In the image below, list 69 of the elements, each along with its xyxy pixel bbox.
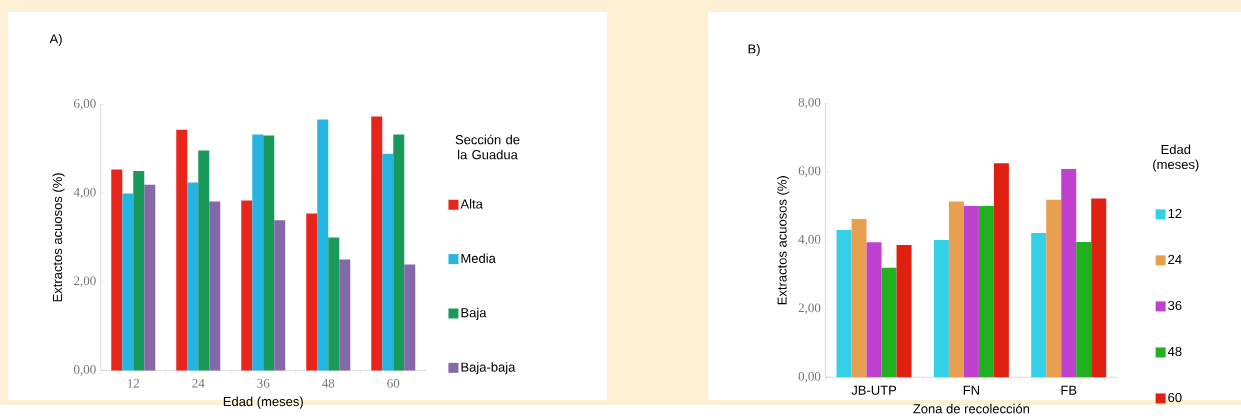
bar: [274, 220, 286, 371]
legend-label: 48: [1167, 347, 1182, 357]
y-axis-title: Extractos acuosos (%): [52, 173, 65, 302]
bar: [896, 245, 912, 378]
y-axis-title: Extractos acuosos (%): [777, 176, 790, 305]
bar: [241, 200, 253, 371]
bar: [948, 201, 964, 378]
legend-label: Media: [461, 253, 496, 264]
bar: [263, 135, 275, 371]
bar: [111, 169, 123, 371]
bar: [252, 134, 264, 371]
legend-label: Baja: [461, 307, 487, 321]
bar: [1076, 242, 1092, 378]
x-tick-label: 12: [127, 379, 140, 388]
bar: [404, 264, 416, 371]
bar: [122, 193, 134, 371]
y-tick-label: 6,00: [798, 166, 821, 178]
x-tick-label: FN: [963, 385, 979, 395]
y-tick-label: 0,00: [798, 372, 821, 383]
legend-label: 12: [1168, 208, 1182, 219]
bar: [1061, 169, 1077, 378]
x-tick-label: JB-UTP: [851, 385, 897, 395]
legend-label: Baja-baja: [461, 362, 516, 375]
x-tick-label: 48: [322, 379, 335, 388]
bar: [133, 171, 145, 371]
bar: [1046, 199, 1062, 378]
bar: [382, 153, 394, 371]
y-tick-label: 4,00: [73, 187, 96, 199]
y-tick-label: 8,00: [798, 98, 821, 109]
bar: [306, 213, 318, 371]
bar: [851, 219, 867, 378]
bar: [1091, 198, 1107, 378]
bar: [933, 240, 949, 378]
bar: [1031, 233, 1047, 378]
y-tick-label: 4,00: [798, 235, 821, 246]
bar: [371, 116, 383, 371]
bar: [209, 201, 221, 371]
bar: [198, 150, 210, 371]
legend-label: 24: [1168, 254, 1182, 265]
bar: [176, 129, 188, 371]
bar: [393, 134, 405, 371]
bar: [328, 237, 340, 371]
y-tick-label: 0,00: [73, 365, 96, 376]
x-axis-title: Edad (meses): [223, 396, 303, 409]
x-tick-label: 24: [192, 379, 205, 388]
y-tick-label: 2,00: [74, 276, 96, 288]
bar: [187, 182, 199, 371]
bar: [993, 163, 1009, 378]
legend-title: Edad (meses): [1153, 144, 1199, 172]
bar: [978, 206, 994, 378]
x-axis-title: Zona de recolección: [913, 403, 1030, 414]
bar: [317, 119, 329, 371]
chart-title: B): [748, 44, 760, 57]
legend-label: Alta: [460, 199, 483, 209]
legend-title: Sección de la Guadua: [455, 134, 520, 160]
bar: [866, 242, 882, 378]
x-tick-label: 36: [257, 379, 270, 388]
x-tick-label: 60: [387, 379, 400, 388]
y-tick-label: 6,00: [74, 99, 96, 110]
bar: [144, 184, 156, 371]
legend-label: 60: [1168, 393, 1182, 403]
x-tick-label: FB: [1061, 385, 1077, 395]
y-tick-label: 2,00: [798, 303, 821, 315]
bar: [836, 230, 852, 378]
legend-label: 36: [1168, 301, 1182, 311]
chart-title: A): [49, 34, 62, 47]
bar: [963, 206, 979, 378]
bar: [881, 267, 897, 378]
bar: [339, 259, 351, 371]
